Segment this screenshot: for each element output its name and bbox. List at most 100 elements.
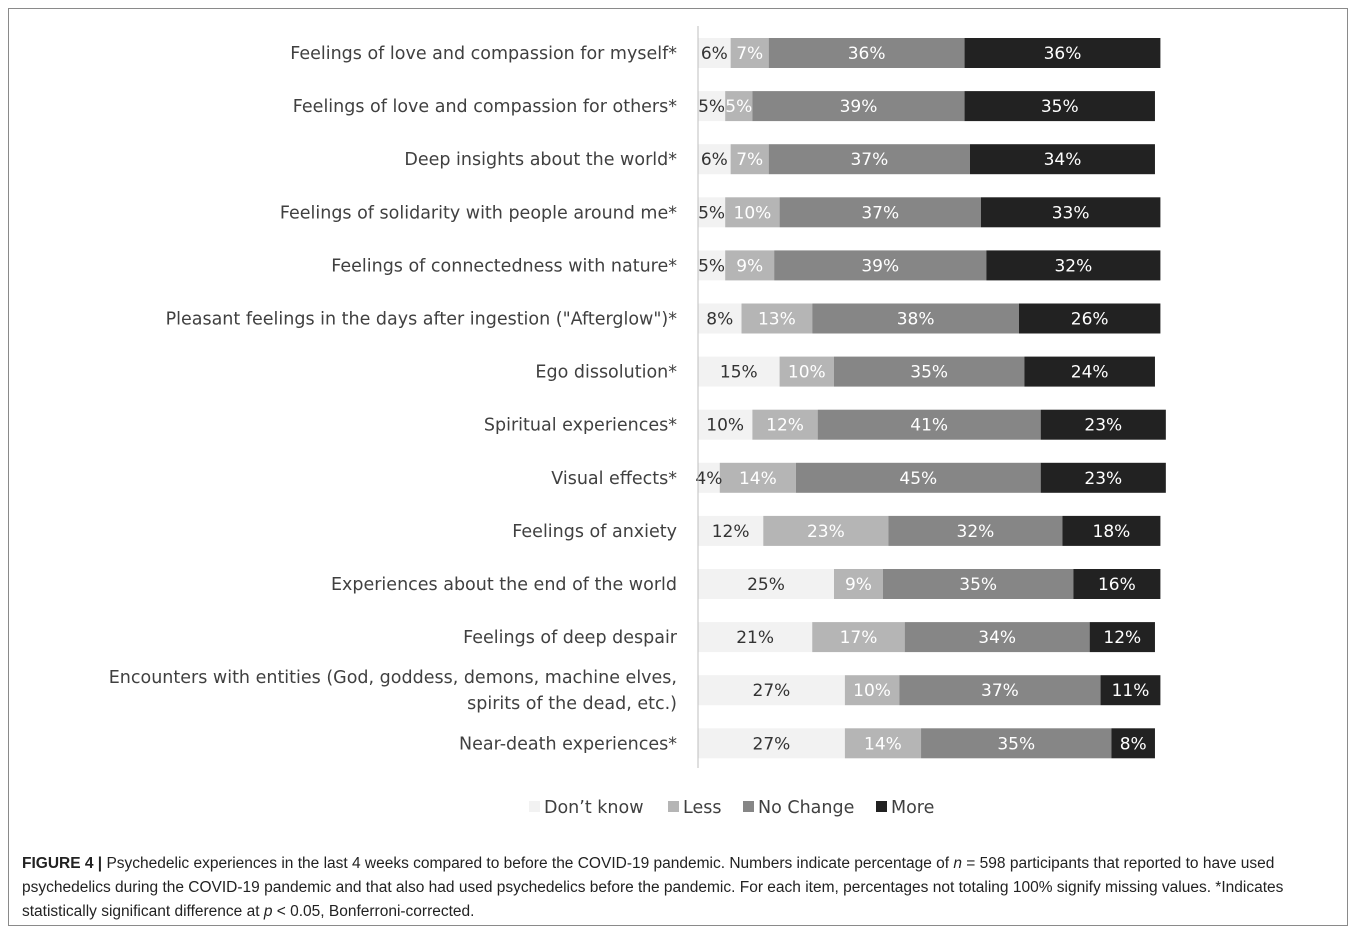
- data-label: 12%: [766, 416, 804, 436]
- data-label: 32%: [1054, 256, 1092, 276]
- data-label: 8%: [706, 310, 733, 330]
- bar-segment: [698, 409, 753, 440]
- data-label: 39%: [840, 97, 878, 117]
- data-label: 6%: [701, 44, 728, 64]
- data-label: 35%: [910, 363, 948, 383]
- legend: Don’t know Less No Change More: [529, 798, 934, 818]
- bar-segment: [921, 728, 1112, 759]
- bar-segment: [1100, 675, 1161, 706]
- bar-segment: [812, 303, 1019, 334]
- data-label: 7%: [736, 150, 763, 170]
- caption-text-3: < 0.05, Bonferroni-corrected.: [272, 903, 475, 920]
- data-label: 23%: [807, 522, 845, 542]
- category-label: Pleasant feelings in the days after inge…: [166, 310, 678, 330]
- category-label: Feelings of anxiety: [512, 522, 677, 542]
- bar-segment: [698, 675, 845, 706]
- data-label: 25%: [747, 575, 785, 595]
- data-label: 17%: [840, 628, 878, 648]
- bar-segment: [1040, 409, 1166, 440]
- bar-segment: [882, 569, 1074, 599]
- data-label: 36%: [1044, 44, 1082, 64]
- bar-segment: [812, 622, 905, 653]
- bar-segment: [964, 38, 1161, 68]
- bar-segment: [768, 144, 970, 175]
- legend-swatch: [529, 801, 540, 812]
- data-label: 9%: [736, 256, 763, 276]
- data-label: 41%: [910, 416, 948, 436]
- bar-segment: [725, 250, 775, 281]
- bar-segment: [834, 356, 1025, 387]
- bar-segment: [779, 197, 981, 228]
- data-label: 5%: [698, 97, 725, 117]
- bar-segment: [698, 728, 845, 759]
- bar-segment: [698, 250, 726, 281]
- data-label: 6%: [701, 150, 728, 170]
- bar-segment: [964, 91, 1155, 122]
- data-label: 16%: [1098, 575, 1136, 595]
- data-label: 23%: [1084, 416, 1122, 436]
- legend-swatch: [876, 801, 887, 812]
- data-label: 23%: [1084, 469, 1122, 489]
- bar-segment: [768, 38, 965, 68]
- bar-segment: [698, 303, 742, 334]
- bar-segment: [698, 462, 720, 493]
- data-label: 38%: [897, 310, 935, 330]
- data-label: 34%: [978, 628, 1016, 648]
- bar-segment: [698, 569, 834, 599]
- data-label: 35%: [997, 734, 1035, 754]
- bar-segment: [698, 622, 813, 653]
- caption-text-2: = 598 participants that reported to have…: [22, 855, 1284, 920]
- data-label: 8%: [1120, 734, 1147, 754]
- legend-swatch: [668, 801, 679, 812]
- bar-segment: [725, 197, 780, 228]
- data-label: 5%: [725, 97, 752, 117]
- bar-segment: [730, 144, 769, 175]
- bar-segment: [698, 356, 780, 387]
- bar-segment: [752, 91, 965, 122]
- caption-text-1: Psychedelic experiences in the last 4 we…: [102, 855, 954, 872]
- category-label: Spiritual experiences*: [484, 416, 677, 436]
- data-label: 15%: [720, 363, 758, 383]
- data-label: 35%: [959, 575, 997, 595]
- data-label: 27%: [753, 681, 791, 701]
- category-label: Experiences about the end of the world: [331, 575, 677, 595]
- data-label: 4%: [695, 469, 722, 489]
- legend-label: No Change: [758, 798, 854, 818]
- legend-label: More: [891, 798, 934, 818]
- category-label: Visual effects*: [551, 469, 677, 489]
- data-label: 10%: [853, 681, 891, 701]
- category-label: Feelings of connectedness with nature*: [331, 256, 677, 276]
- data-label: 10%: [788, 363, 826, 383]
- data-label: 11%: [1112, 681, 1150, 701]
- data-label: 14%: [739, 469, 777, 489]
- bar-segment: [741, 303, 813, 334]
- bar-segment: [1089, 622, 1155, 653]
- data-label: 13%: [758, 310, 796, 330]
- bar-segment: [899, 675, 1101, 706]
- caption-n-symbol: n: [953, 855, 962, 872]
- bar-segment: [986, 250, 1161, 281]
- data-label: 35%: [1041, 97, 1079, 117]
- bar-segment: [904, 622, 1090, 653]
- bar-segment: [698, 144, 731, 175]
- data-label: 37%: [861, 203, 899, 223]
- bar-segment: [725, 91, 753, 122]
- data-label: 26%: [1071, 310, 1109, 330]
- category-label: Ego dissolution*: [535, 363, 677, 383]
- category-label: Near-death experiences*: [459, 734, 677, 754]
- bar-segment: [980, 197, 1161, 228]
- figure-frame: [8, 8, 1348, 926]
- bar-segment: [698, 91, 726, 122]
- data-label: 21%: [736, 628, 774, 648]
- category-label: Feelings of deep despair: [463, 628, 678, 648]
- bar-segment: [1018, 303, 1161, 334]
- data-label: 12%: [712, 522, 750, 542]
- bar-segment: [834, 569, 883, 599]
- data-label: 14%: [864, 734, 902, 754]
- bar-segment: [774, 250, 987, 281]
- data-label: 10%: [734, 203, 772, 223]
- bar-segment: [719, 462, 796, 493]
- legend-label: Don’t know: [544, 798, 644, 818]
- data-label: 37%: [981, 681, 1019, 701]
- data-label: 24%: [1071, 363, 1109, 383]
